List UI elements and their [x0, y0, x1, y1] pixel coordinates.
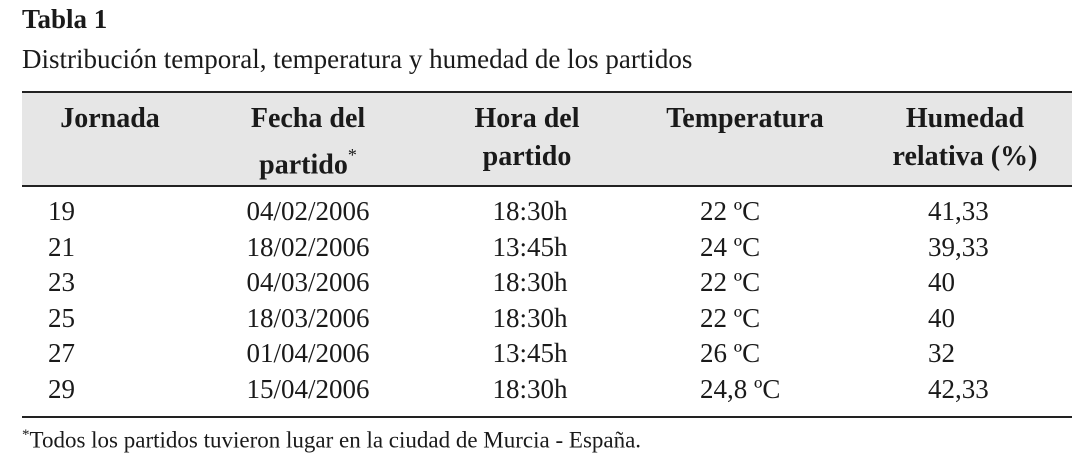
header-text: partido: [482, 141, 572, 172]
cell: 25: [48, 302, 75, 333]
header-line: relativa (%): [855, 138, 1075, 176]
cell: 40: [928, 267, 955, 297]
cell: 23: [48, 267, 75, 297]
cell: 26 ºC: [700, 338, 761, 368]
header-line: Hora del: [417, 100, 637, 138]
cell: 29: [48, 373, 75, 404]
header-line: Fecha del: [198, 100, 418, 138]
cell: 18:30h: [492, 267, 568, 297]
footnote-marker: *: [22, 427, 30, 443]
cell: 32: [928, 338, 955, 368]
cell: 27: [48, 338, 75, 368]
cell: 13:45h: [492, 231, 568, 262]
cell: 24,8 ºC: [700, 373, 781, 404]
cell: 39,33: [928, 231, 989, 262]
header-text: relativa (%): [892, 141, 1038, 172]
cell: 24 ºC: [700, 231, 761, 262]
cell: 18:30h: [492, 302, 568, 333]
cell: 04/02/2006: [246, 196, 370, 226]
header-marker: *: [347, 145, 357, 165]
header-band: [22, 91, 1072, 187]
cell: 41,33: [928, 196, 989, 226]
header-cell: Jornada: [0, 100, 220, 138]
footnote-text: Todos los partidos tuvieron lugar en la …: [29, 427, 642, 453]
header-cell: Humedad relativa (%): [855, 100, 1075, 176]
header-line: Jornada: [0, 100, 220, 138]
cell: 40: [928, 302, 955, 333]
header-cell: Temperatura: [635, 100, 855, 138]
header-text: Temperatura: [666, 103, 824, 134]
cell: 18:30h: [492, 196, 568, 226]
cell: 22 ºC: [700, 196, 761, 226]
cell: 18/03/2006: [246, 302, 370, 333]
table-subtitle: Distribución temporal, temperatura y hum…: [22, 44, 693, 74]
header-text: Humedad: [905, 103, 1025, 134]
header-text: Hora del: [474, 103, 580, 134]
header-line: Humedad: [855, 100, 1075, 138]
cell: 42,33: [928, 373, 989, 404]
header-line: partido*: [198, 138, 418, 184]
cell: 04/03/2006: [246, 267, 370, 297]
header-text: partido: [259, 149, 348, 181]
cell: 01/04/2006: [246, 338, 370, 368]
cell: 18/02/2006: [246, 231, 370, 262]
cell: 13:45h: [492, 338, 568, 368]
bottom-rule: [22, 416, 1072, 418]
cell: 21: [48, 231, 75, 262]
cell: 19: [48, 196, 75, 226]
cell: 18:30h: [492, 373, 568, 404]
footnote: *Todos los partidos tuvieron lugar en la…: [22, 427, 641, 454]
cell: 22 ºC: [700, 267, 761, 297]
header-line: Temperatura: [635, 100, 855, 138]
header-text: Fecha del: [250, 103, 366, 134]
cell: 15/04/2006: [246, 373, 370, 404]
cell: 22 ºC: [700, 302, 761, 333]
header-cell: Fecha del partido*: [198, 100, 418, 184]
header-text: Jornada: [60, 103, 160, 134]
header-line: partido: [417, 138, 637, 176]
header-cell: Hora del partido: [417, 100, 637, 176]
table-title: Tabla 1: [22, 4, 108, 34]
